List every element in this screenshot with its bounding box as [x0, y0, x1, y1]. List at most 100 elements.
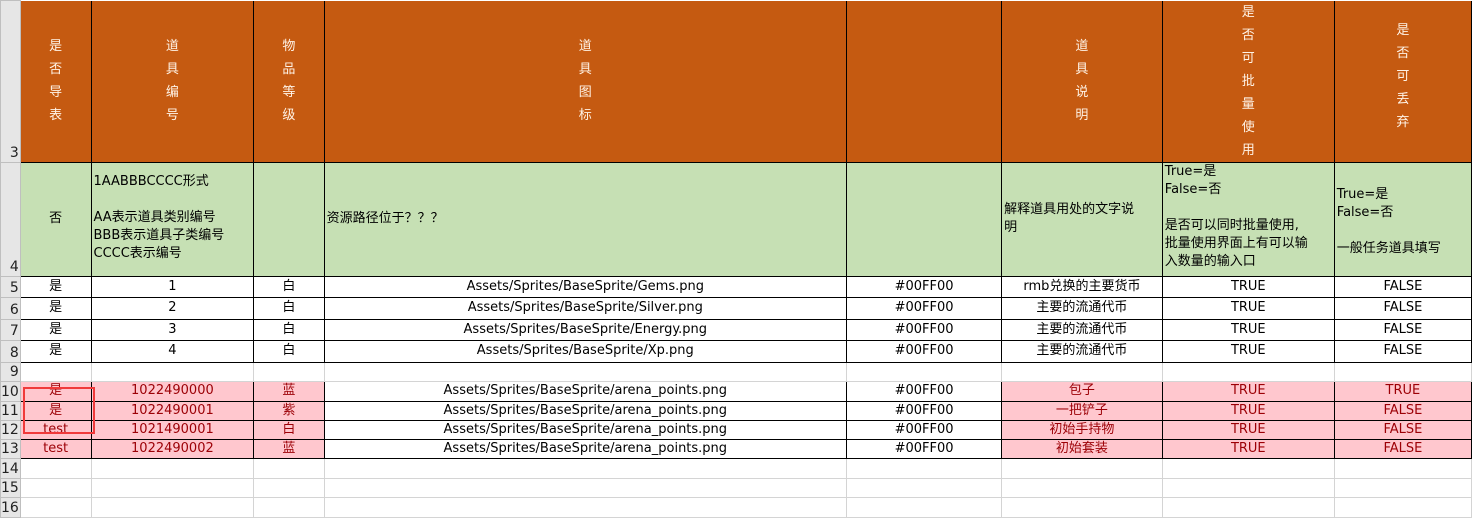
cell-item-id[interactable]: 1022490001: [90, 400, 255, 421]
cell-batch-usable[interactable]: [1161, 496, 1335, 518]
cell-item-description[interactable]: 初始手持物: [1001, 419, 1163, 440]
cell-export-flag[interactable]: test: [19, 438, 92, 459]
cell-color[interactable]: #00FF00: [846, 318, 1003, 341]
cell-item-grade[interactable]: 白: [253, 339, 325, 363]
row-header[interactable]: 5: [0, 275, 21, 298]
cell-item-icon[interactable]: Assets/Sprites/BaseSprite/arena_points.p…: [323, 419, 848, 440]
cell-color[interactable]: #00FF00: [846, 438, 1003, 459]
cell-export-flag[interactable]: 是: [19, 275, 92, 298]
cell-export-flag[interactable]: [19, 496, 92, 518]
cell-discardable[interactable]: [1333, 361, 1472, 382]
cell-item-id[interactable]: 1022490002: [90, 438, 255, 459]
cell-discardable[interactable]: [1333, 496, 1472, 518]
cell-batch-usable[interactable]: TRUE: [1161, 380, 1335, 402]
cell-export-flag[interactable]: 是: [19, 318, 92, 341]
cell-export-flag[interactable]: [19, 477, 92, 498]
cell-item-id[interactable]: [90, 361, 255, 382]
cell-item-description[interactable]: 主要的流通代币: [1001, 296, 1163, 320]
cell-item-description[interactable]: [1001, 361, 1163, 382]
cell-item-id[interactable]: 1022490000: [90, 380, 255, 402]
note-cell-item-id[interactable]: 1AABBBCCCC形式 AA表示道具类别编号 BBB表示道具子类编号 CCCC…: [90, 161, 255, 277]
cell-discardable[interactable]: FALSE: [1333, 275, 1472, 298]
header-cell-discardable[interactable]: 是否可丢弃: [1333, 0, 1472, 163]
cell-item-icon[interactable]: Assets/Sprites/BaseSprite/Silver.png: [323, 296, 848, 320]
cell-item-description[interactable]: [1001, 477, 1163, 498]
cell-item-icon[interactable]: [323, 457, 848, 479]
cell-color[interactable]: #00FF00: [846, 339, 1003, 363]
cell-item-grade[interactable]: [253, 477, 325, 498]
cell-color[interactable]: [846, 496, 1003, 518]
cell-item-grade[interactable]: 白: [253, 296, 325, 320]
row-header[interactable]: 9: [0, 361, 21, 382]
cell-batch-usable[interactable]: TRUE: [1161, 296, 1335, 320]
row-header[interactable]: 8: [0, 339, 21, 363]
cell-batch-usable[interactable]: TRUE: [1161, 339, 1335, 363]
row-header[interactable]: 16: [0, 496, 21, 518]
row-header[interactable]: 14: [0, 457, 21, 479]
row-header[interactable]: 7: [0, 318, 21, 341]
cell-export-flag[interactable]: test: [19, 419, 92, 440]
cell-discardable[interactable]: [1333, 477, 1472, 498]
row-header[interactable]: 15: [0, 477, 21, 498]
cell-export-flag[interactable]: 是: [19, 380, 92, 402]
cell-item-id[interactable]: 3: [90, 318, 255, 341]
row-header[interactable]: 4: [0, 161, 21, 277]
cell-color[interactable]: #00FF00: [846, 380, 1003, 402]
cell-item-description[interactable]: 初始套装: [1001, 438, 1163, 459]
row-header[interactable]: 12: [0, 419, 21, 440]
cell-item-grade[interactable]: 紫: [253, 400, 325, 421]
cell-item-icon[interactable]: Assets/Sprites/BaseSprite/arena_points.p…: [323, 438, 848, 459]
note-cell-batch-usable[interactable]: True=是 False=否 是否可以同时批量使用, 批量使用界面上有可以输 入…: [1161, 161, 1335, 277]
cell-batch-usable[interactable]: [1161, 361, 1335, 382]
header-cell-item-description[interactable]: 道具说明: [1001, 0, 1163, 163]
cell-batch-usable[interactable]: TRUE: [1161, 419, 1335, 440]
cell-color[interactable]: #00FF00: [846, 400, 1003, 421]
cell-discardable[interactable]: FALSE: [1333, 296, 1472, 320]
row-header[interactable]: 10: [0, 380, 21, 402]
cell-color[interactable]: [846, 361, 1003, 382]
cell-item-description[interactable]: 主要的流通代币: [1001, 318, 1163, 341]
header-cell-item-grade[interactable]: 物品等级: [253, 0, 325, 163]
header-cell-item-id[interactable]: 道具编号: [90, 0, 255, 163]
cell-item-id[interactable]: 1: [90, 275, 255, 298]
cell-item-grade[interactable]: 白: [253, 275, 325, 298]
cell-item-id[interactable]: 2: [90, 296, 255, 320]
row-header[interactable]: 11: [0, 400, 21, 421]
cell-item-grade[interactable]: 白: [253, 419, 325, 440]
cell-item-icon[interactable]: Assets/Sprites/BaseSprite/Gems.png: [323, 275, 848, 298]
cell-item-description[interactable]: 主要的流通代币: [1001, 339, 1163, 363]
note-cell-export-flag[interactable]: 否: [19, 161, 92, 277]
cell-discardable[interactable]: FALSE: [1333, 438, 1472, 459]
cell-item-id[interactable]: 1021490001: [90, 419, 255, 440]
header-cell-color[interactable]: [846, 0, 1003, 163]
cell-export-flag[interactable]: [19, 457, 92, 479]
cell-item-description[interactable]: [1001, 496, 1163, 518]
cell-batch-usable[interactable]: TRUE: [1161, 318, 1335, 341]
cell-batch-usable[interactable]: TRUE: [1161, 275, 1335, 298]
cell-export-flag[interactable]: 是: [19, 296, 92, 320]
cell-item-description[interactable]: 包子: [1001, 380, 1163, 402]
cell-batch-usable[interactable]: [1161, 477, 1335, 498]
cell-item-description[interactable]: 一把铲子: [1001, 400, 1163, 421]
row-header[interactable]: 6: [0, 296, 21, 320]
cell-item-id[interactable]: 4: [90, 339, 255, 363]
cell-item-description[interactable]: [1001, 457, 1163, 479]
cell-discardable[interactable]: TRUE: [1333, 380, 1472, 402]
cell-item-grade[interactable]: 蓝: [253, 438, 325, 459]
cell-item-icon[interactable]: Assets/Sprites/BaseSprite/Xp.png: [323, 339, 848, 363]
header-cell-batch-usable[interactable]: 是否可批量使用: [1161, 0, 1335, 163]
cell-item-icon[interactable]: [323, 496, 848, 518]
cell-item-grade[interactable]: [253, 496, 325, 518]
cell-discardable[interactable]: FALSE: [1333, 339, 1472, 363]
cell-color[interactable]: [846, 457, 1003, 479]
cell-item-id[interactable]: [90, 477, 255, 498]
cell-export-flag[interactable]: 是: [19, 339, 92, 363]
note-cell-color[interactable]: [846, 161, 1003, 277]
cell-discardable[interactable]: [1333, 457, 1472, 479]
cell-color[interactable]: #00FF00: [846, 275, 1003, 298]
cell-item-id[interactable]: [90, 496, 255, 518]
cell-batch-usable[interactable]: [1161, 457, 1335, 479]
cell-discardable[interactable]: FALSE: [1333, 419, 1472, 440]
cell-color[interactable]: #00FF00: [846, 419, 1003, 440]
header-cell-export-flag[interactable]: 是否导表: [19, 0, 92, 163]
